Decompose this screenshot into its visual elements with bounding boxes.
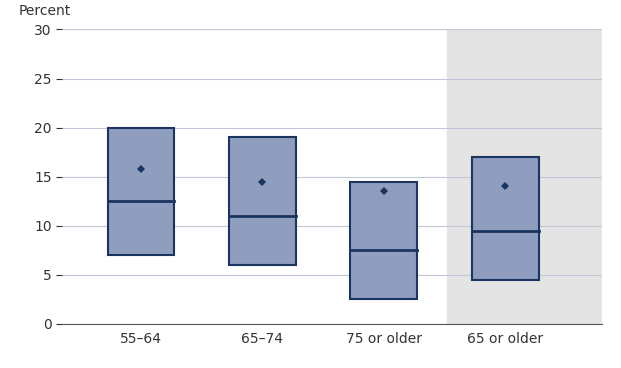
FancyBboxPatch shape — [350, 181, 417, 299]
Bar — [447, 29, 621, 324]
FancyBboxPatch shape — [107, 128, 175, 255]
Text: Percent: Percent — [19, 4, 71, 18]
FancyBboxPatch shape — [472, 157, 538, 280]
FancyBboxPatch shape — [229, 137, 296, 265]
